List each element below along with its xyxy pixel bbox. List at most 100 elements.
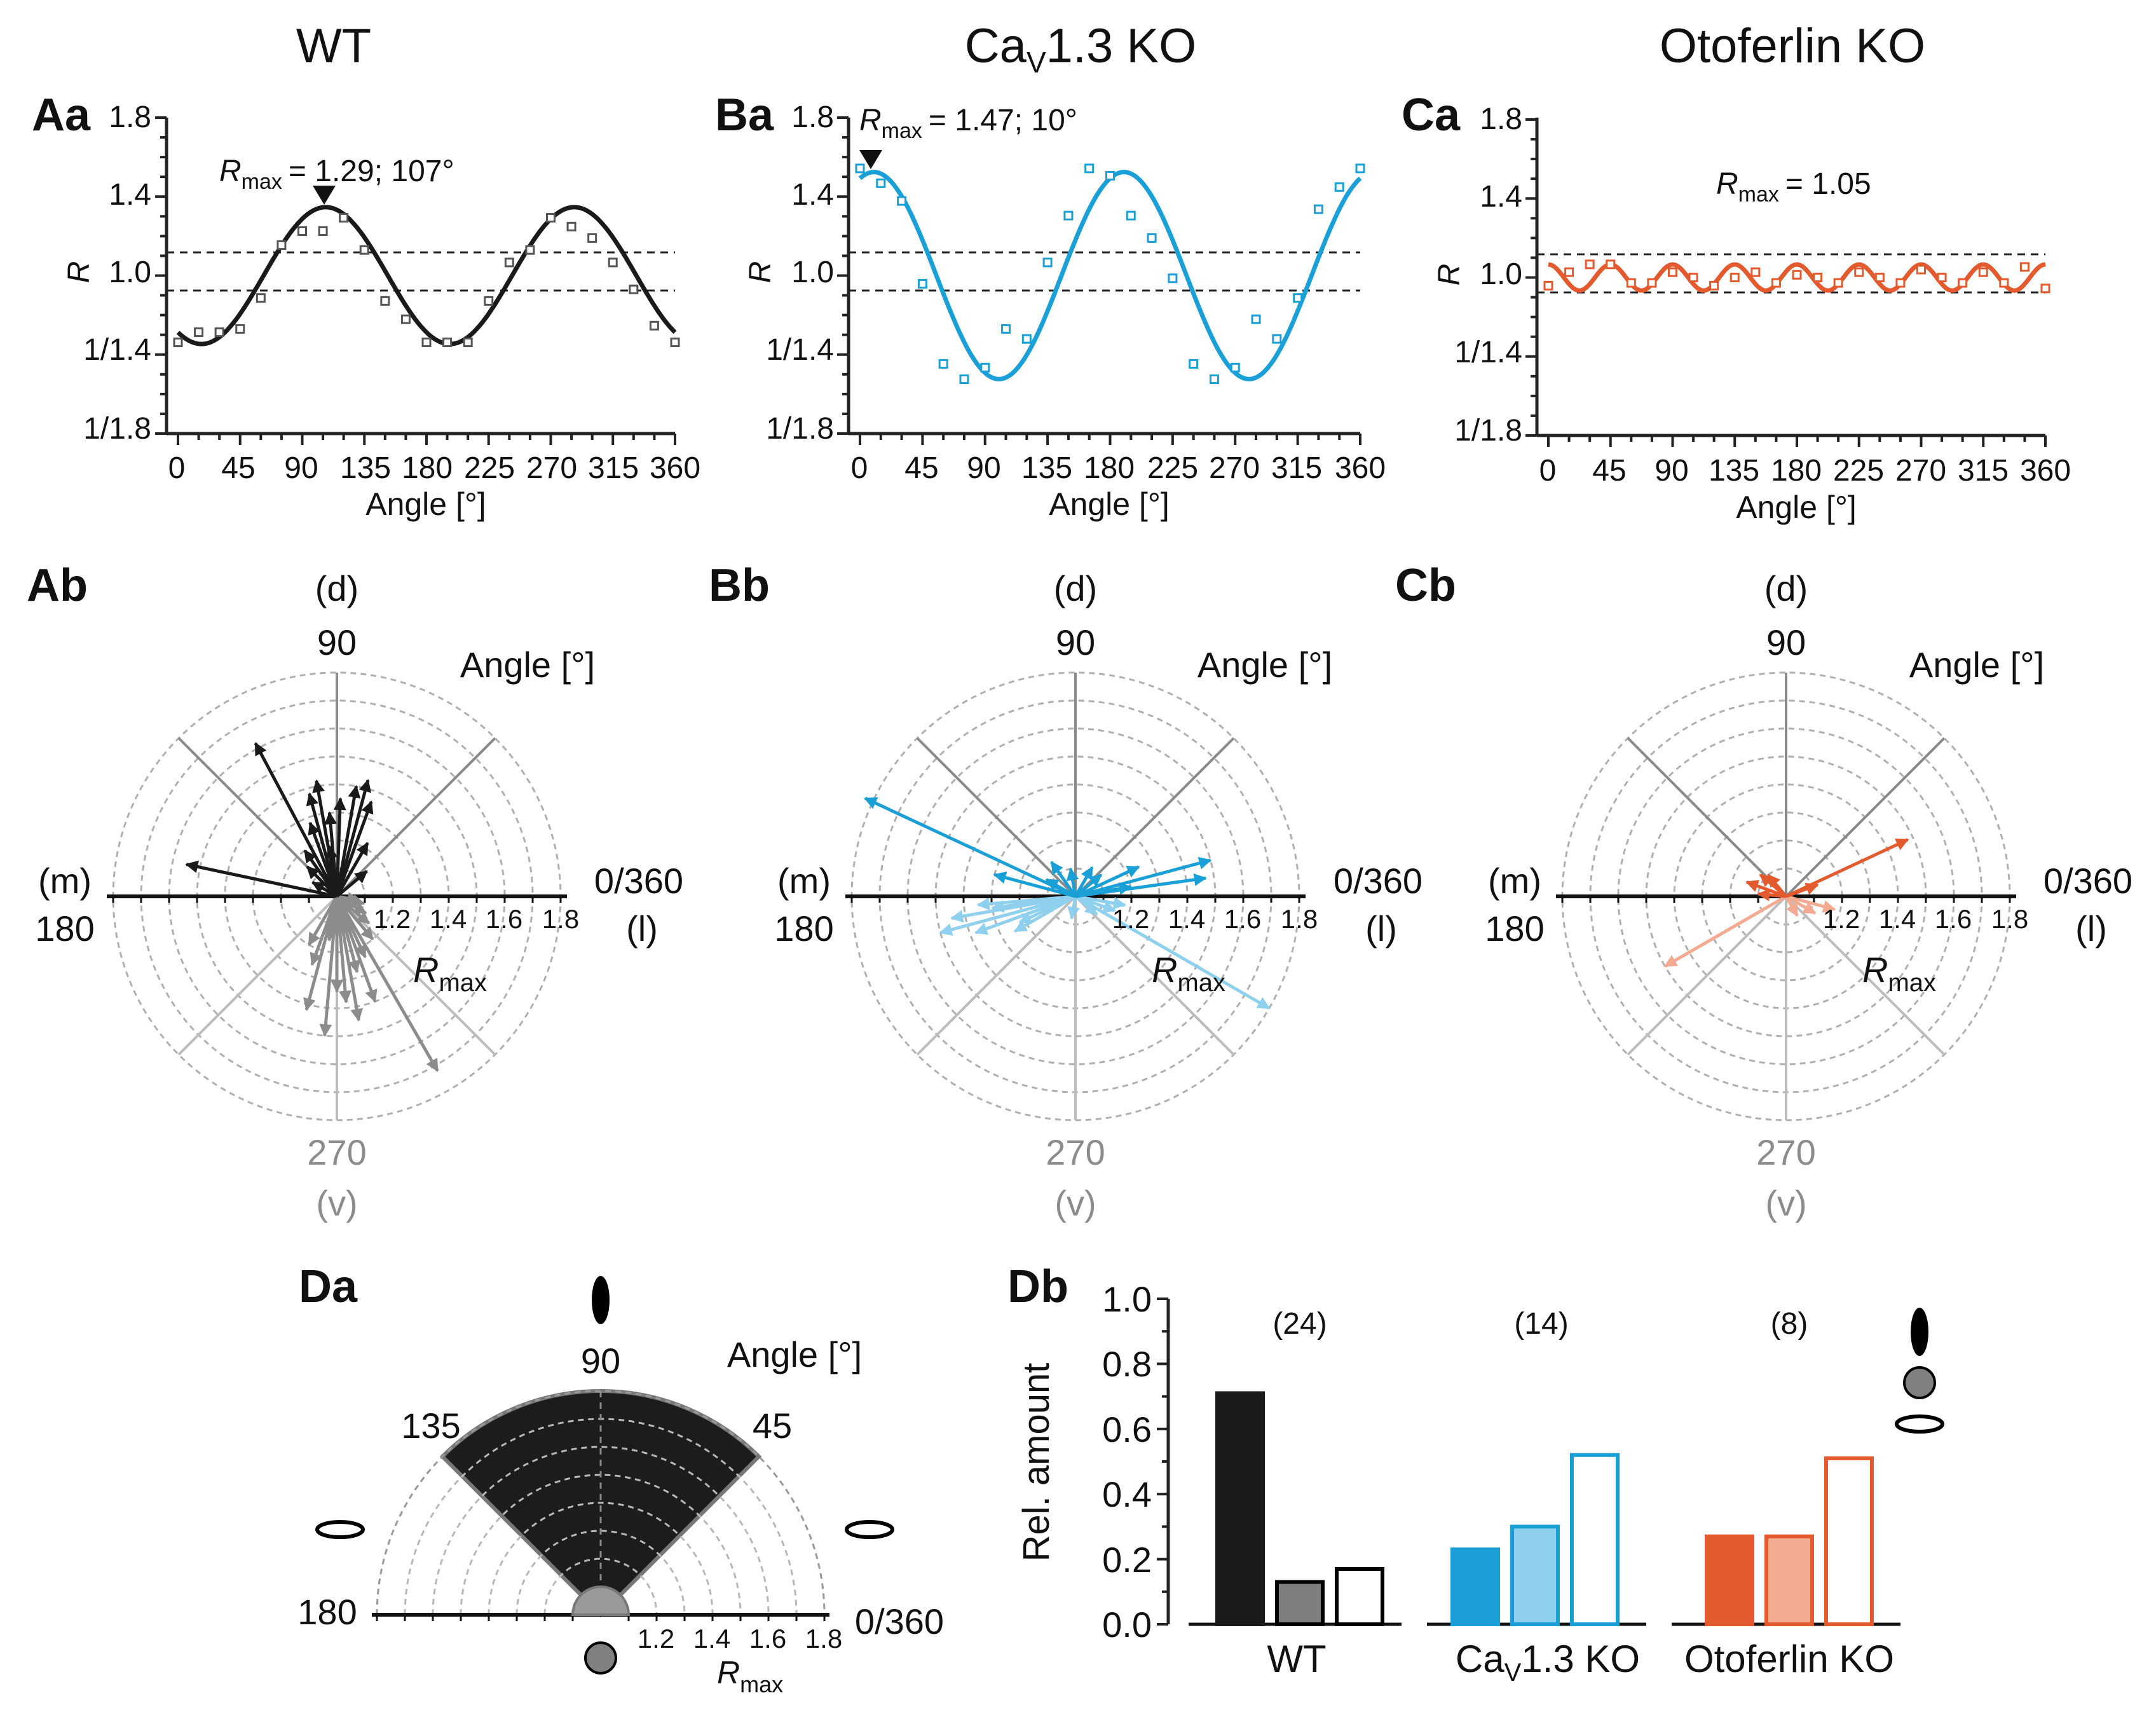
cb-left-letter: (m): [1488, 861, 1541, 901]
da-grid-ring: [432, 1446, 770, 1615]
bb-diagonal-dorsal: [916, 737, 1077, 898]
bb-rmax-sub: max: [1177, 969, 1225, 997]
da-angle-45: 45: [753, 1406, 792, 1446]
ba-data-point: [1189, 359, 1199, 369]
cb-top-angle: 90: [1766, 622, 1806, 662]
aa-x-tick-180: 180: [402, 451, 453, 485]
ca-rmax-value: = 1.05: [1785, 167, 1871, 201]
ca-data-point: [1585, 259, 1595, 270]
panel-ca: 1.8 1.4 1.0 1/1.4 1/1.8 R 0 45 90 135 18…: [1433, 102, 2071, 525]
ab-rmax-sub: max: [439, 969, 487, 997]
ca-rmax-symbol: R: [1716, 167, 1738, 201]
ab-radial-ticks: 1.2 1.4 1.6 1.8: [374, 904, 579, 934]
db-group-wt: WT: [1267, 1638, 1326, 1680]
ca-rmax-annotation: Rmax = 1.05: [1716, 167, 1871, 207]
ba-data-point: [876, 178, 886, 188]
ab-vector-dorsal: [333, 797, 346, 897]
aa-data-point: [587, 233, 597, 243]
cb-right-angle: 0/360: [2043, 861, 2132, 901]
ba-data-point: [938, 359, 948, 369]
ba-y-tick-inv-1-4: 1/1.4: [766, 333, 834, 367]
da-horizontal-ellipse-right-icon: [845, 1520, 894, 1539]
panel-ab: [107, 671, 567, 1121]
ba-ticks: [837, 116, 1361, 445]
ba-data-point: [1209, 374, 1219, 385]
aa-data-point: [608, 257, 618, 268]
cb-diagonal-ventral: [1627, 895, 1787, 1056]
ab-vector-dorsal: [335, 784, 361, 897]
ca-data-point: [1916, 264, 1926, 275]
bb-vector-dorsal: [1050, 861, 1077, 898]
bb-top-letter: (d): [1054, 568, 1097, 608]
ca-x-axis-label: Angle [°]: [1736, 490, 1857, 525]
ba-x-tick-labels: 0 45 90 135 180 225 270 315 360: [851, 451, 1386, 485]
ba-data-point: [1168, 273, 1178, 284]
ca-data-point: [1668, 267, 1677, 277]
aa-y-tick-inv-1-4: 1/1.4: [83, 333, 151, 367]
aa-x-tick-labels: 0 45 90 135 180 225 270 315 360: [168, 451, 700, 485]
ca-data-point: [1606, 259, 1616, 270]
column-title-cav: CaV1.3 KO: [965, 19, 1196, 79]
ab-bottom-letter: (v): [316, 1183, 357, 1223]
ca-data-point: [1999, 278, 2009, 288]
ba-rmax-value: = 1.47; 10°: [929, 104, 1077, 137]
ab-top-angle: 90: [317, 622, 357, 662]
cb-radial-ticks: 1.2 1.4 1.6 1.8: [1823, 904, 2028, 934]
ab-vector-ventral: [336, 895, 371, 925]
db-bar-dorsal: [1215, 1391, 1265, 1626]
bb-left-letter: (m): [777, 861, 831, 901]
ca-x-tick-90: 90: [1655, 454, 1688, 488]
da-untuned-core: [571, 1585, 631, 1616]
ca-y-tick-1-8: 1.8: [1480, 102, 1522, 136]
bb-vector-ventral: [939, 894, 1076, 936]
bb-angle-label: Angle [°]: [1197, 645, 1332, 685]
ab-vector-dorsal: [335, 779, 371, 897]
ab-radial-tick-1-8: 1.8: [542, 904, 579, 934]
ab-vector-ventral: [336, 892, 360, 905]
db-bar-untuned: [1764, 1534, 1814, 1627]
aa-ticks: [155, 116, 676, 445]
db-group-cav: CaV1.3 KO: [1456, 1638, 1640, 1687]
db-group-cav-sub: V: [1504, 1659, 1522, 1687]
ba-data-point: [1147, 233, 1157, 243]
ab-vector-dorsal: [311, 880, 338, 898]
ba-data-point: [1105, 170, 1115, 181]
aa-y-tick-1-8: 1.8: [109, 100, 151, 134]
ba-points: [855, 163, 1365, 385]
ca-ticks: [1525, 118, 2047, 447]
ca-x-tick-270: 270: [1895, 454, 1946, 488]
ba-x-tick-135: 135: [1021, 451, 1072, 485]
panel-aa: 1.8 1.4 1.0 1/1.4 1/1.8 R 0 45 90 135 18…: [62, 100, 700, 522]
ca-data-point: [1895, 278, 1906, 288]
ca-y-tick-1-0: 1.0: [1480, 257, 1522, 291]
ca-x-tick-135: 135: [1709, 454, 1759, 488]
column-title-oto: Otoferlin KO: [1660, 19, 1925, 73]
ba-data-point: [1230, 362, 1240, 373]
db-group-cav-base: Ca: [1456, 1638, 1504, 1680]
ba-rmax-annotation: Rmax = 1.47; 10°: [859, 104, 1077, 143]
panel-label-ba: Ba: [715, 90, 774, 140]
bb-right-angle: 0/360: [1334, 861, 1423, 901]
ba-data-point: [1042, 257, 1053, 268]
ca-x-tick-45: 45: [1592, 454, 1626, 488]
panel-label-db: Db: [1007, 1261, 1068, 1312]
db-bar-dorsal: [1450, 1547, 1500, 1626]
da-grid-ring: [488, 1502, 714, 1615]
db-group-labels: WT CaV1.3 KO Otoferlin KO: [1267, 1638, 1894, 1687]
aa-data-point: [442, 338, 453, 348]
ba-data-point: [1334, 182, 1344, 192]
ab-right-angle: 0/360: [594, 861, 683, 901]
da-horizontal-ellipse-left-icon: [315, 1520, 365, 1539]
aa-data-point: [173, 338, 183, 348]
ba-data-point: [917, 278, 927, 289]
ab-vector-ventral: [335, 895, 439, 1072]
ba-rmax-sub: max: [882, 119, 922, 143]
ba-x-tick-225: 225: [1147, 451, 1198, 485]
cb-vector-dorsal: [1785, 838, 1909, 898]
aa-data-point: [235, 324, 245, 334]
bb-vector-dorsal: [993, 871, 1076, 898]
ba-data-point: [1251, 314, 1261, 324]
ca-points: [1543, 259, 2050, 294]
cb-rmax-sub: max: [1888, 969, 1936, 997]
aa-y-tick-1-0: 1.0: [109, 256, 151, 289]
